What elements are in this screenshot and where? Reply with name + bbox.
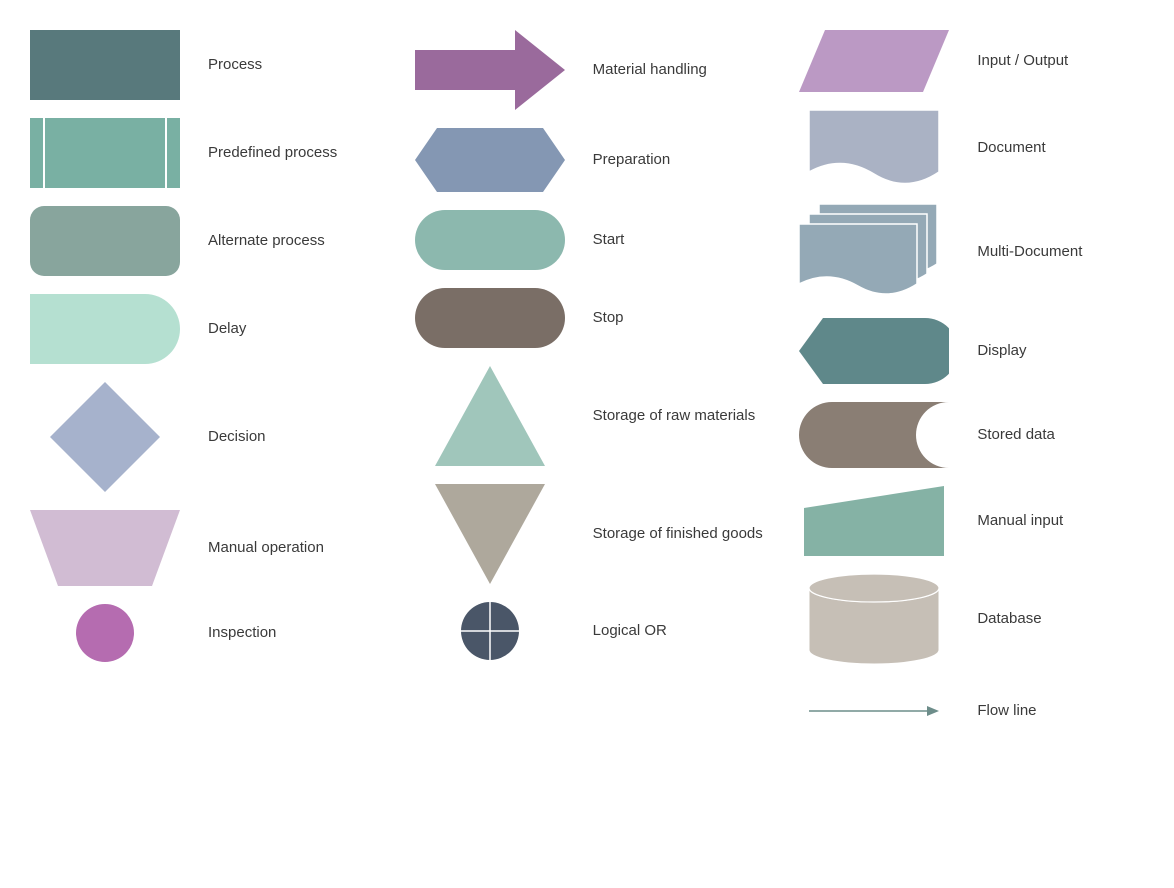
legend-item-manual-operation: Manual operation [20, 510, 385, 586]
legend-item-multi-document: Multi-Document [789, 204, 1154, 300]
legend-item-alternate-process: Alternate process [20, 206, 385, 276]
process-label: Process [208, 55, 262, 75]
column-3: Input / Output Document Multi-Document Disp… [789, 30, 1154, 758]
input-output-shape [789, 30, 959, 92]
alternate-process-label: Alternate process [208, 231, 325, 251]
legend-item-material-handling: Material handling [405, 30, 770, 110]
legend-item-storage-raw: Storage of raw materials [405, 366, 770, 466]
storage-finished-label: Storage of finished goods [593, 524, 763, 544]
flow-line-shape [789, 682, 959, 740]
document-label: Document [977, 138, 1045, 158]
stop-label: Stop [593, 308, 624, 328]
logical-or-label: Logical OR [593, 621, 667, 641]
inspection-label: Inspection [208, 623, 276, 643]
manual-operation-shape [20, 510, 190, 586]
legend-item-display: Display [789, 318, 1154, 384]
stored-data-shape [789, 402, 959, 468]
manual-input-shape [789, 486, 959, 556]
predefined-process-label: Predefined process [208, 143, 337, 163]
decision-shape [20, 382, 190, 492]
logical-or-shape [405, 602, 575, 660]
legend-item-logical-or: Logical OR [405, 602, 770, 660]
inspection-shape [20, 604, 190, 662]
display-shape [789, 318, 959, 384]
flow-line-label: Flow line [977, 701, 1036, 721]
start-shape [405, 210, 575, 270]
delay-shape [20, 294, 190, 364]
alternate-process-shape [20, 206, 190, 276]
database-label: Database [977, 609, 1041, 629]
document-shape [789, 110, 959, 186]
column-2: Material handling Preparation Start Stop Sto… [405, 30, 770, 758]
legend-item-stored-data: Stored data [789, 402, 1154, 468]
column-1: Process Predefined process Alternate proc… [20, 30, 385, 758]
storage-raw-shape [405, 366, 575, 466]
process-shape [20, 30, 190, 100]
legend-item-storage-finished: Storage of finished goods [405, 484, 770, 584]
storage-raw-label: Storage of raw materials [593, 406, 756, 426]
input-output-label: Input / Output [977, 51, 1068, 71]
legend-item-manual-input: Manual input [789, 486, 1154, 556]
material-handling-label: Material handling [593, 60, 707, 80]
legend-item-preparation: Preparation [405, 128, 770, 192]
database-shape [789, 574, 959, 664]
legend-item-start: Start [405, 210, 770, 270]
stored-data-label: Stored data [977, 425, 1055, 445]
display-label: Display [977, 341, 1026, 361]
multi-document-label: Multi-Document [977, 242, 1082, 262]
legend-item-input-output: Input / Output [789, 30, 1154, 92]
legend-item-document: Document [789, 110, 1154, 186]
stop-shape [405, 288, 575, 348]
preparation-shape [405, 128, 575, 192]
legend-item-delay: Delay [20, 294, 385, 364]
legend-item-process: Process [20, 30, 385, 100]
legend-item-predefined-process: Predefined process [20, 118, 385, 188]
manual-input-label: Manual input [977, 511, 1063, 531]
legend-grid: Process Predefined process Alternate proc… [20, 30, 1154, 758]
legend-item-decision: Decision [20, 382, 385, 492]
predefined-process-shape [20, 118, 190, 188]
start-label: Start [593, 230, 625, 250]
legend-item-flow-line: Flow line [789, 682, 1154, 740]
multi-document-shape [789, 204, 959, 300]
preparation-label: Preparation [593, 150, 671, 170]
legend-item-inspection: Inspection [20, 604, 385, 662]
manual-operation-label: Manual operation [208, 538, 324, 558]
decision-label: Decision [208, 427, 266, 447]
material-handling-shape [405, 30, 575, 110]
delay-label: Delay [208, 319, 246, 339]
storage-finished-shape [405, 484, 575, 584]
legend-item-database: Database [789, 574, 1154, 664]
legend-item-stop: Stop [405, 288, 770, 348]
